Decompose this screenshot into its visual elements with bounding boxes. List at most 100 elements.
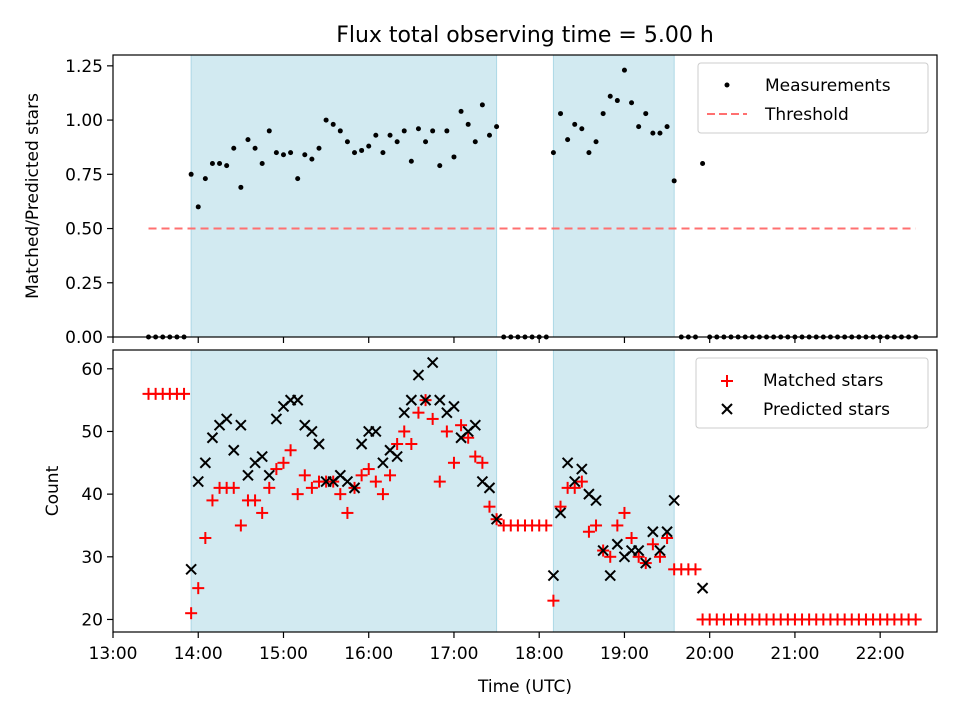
measurement-point: [486, 132, 492, 138]
predicted-stars-point: [668, 494, 680, 507]
x-tick-label: 14:00: [174, 644, 223, 664]
measurement-point: [479, 102, 485, 108]
matched-stars-point: [185, 607, 198, 620]
x-tick-label: 21:00: [770, 644, 819, 664]
measurement-point: [344, 139, 350, 145]
measurement-point: [359, 147, 365, 153]
measurement-point: [387, 132, 393, 138]
matched-stars-point: [277, 456, 290, 469]
matched-stars-point: [540, 519, 553, 532]
predicted-stars-point: [604, 569, 616, 582]
predicted-stars-point: [313, 438, 325, 450]
y-tick-label: 1.25: [65, 57, 103, 77]
predicted-stars-point: [355, 438, 368, 450]
measurement-point: [565, 137, 571, 143]
matched-stars-point: [575, 475, 588, 488]
matched-stars-point: [256, 506, 269, 519]
measurement-point: [316, 145, 322, 151]
measurement-point: [373, 132, 379, 138]
matched-stars-point: [625, 532, 638, 544]
measurement-point: [231, 145, 237, 151]
predicted-stars-point: [185, 563, 197, 576]
predicted-stars-point: [426, 356, 439, 369]
measurement-point: [259, 160, 265, 166]
predicted-stars-point: [370, 425, 382, 438]
observing-window-2: [552, 349, 675, 633]
x-tick-label: 22:00: [856, 644, 905, 664]
matched-stars-point: [305, 481, 318, 494]
measurement-point: [302, 152, 308, 158]
predicted-stars-point: [405, 394, 418, 406]
measurement-point: [245, 137, 251, 143]
matched-stars-point: [298, 469, 311, 482]
y-tick-label: 40: [81, 485, 103, 505]
y-tick-label: 0.25: [65, 274, 103, 294]
measurement-point: [309, 156, 315, 162]
matched-stars-point: [270, 463, 283, 476]
matched-stars-point: [661, 532, 674, 544]
predicted-stars-point: [419, 394, 432, 406]
legend-threshold-label: Threshold: [764, 105, 849, 125]
bottom-shading: [190, 349, 675, 633]
measurement-point: [415, 126, 421, 132]
matched-stars-point: [568, 481, 581, 494]
predicted-stars-point: [561, 457, 574, 469]
measurement-point: [209, 160, 215, 166]
bottom-y-axis: 20 30 40 50 60: [81, 360, 113, 630]
predicted-stars-point: [199, 457, 212, 469]
measurement-point: [295, 176, 301, 182]
measurement-point: [558, 111, 564, 117]
measurement-point: [188, 171, 194, 177]
matched-stars-point: [618, 506, 631, 519]
matched-stars-point: [909, 613, 922, 626]
matched-stars-point: [234, 519, 247, 532]
measurement-point: [607, 93, 613, 99]
predicted-stars-point: [291, 394, 304, 406]
predicted-stars-point: [348, 482, 361, 494]
bottom-legend: Matched stars Predicted stars: [695, 357, 929, 429]
matched-stars-point: [227, 481, 240, 494]
predicted-stars-point: [632, 544, 645, 557]
matched-stars-point: [447, 456, 460, 469]
measurement-point: [195, 204, 201, 210]
measurement-point: [252, 145, 258, 151]
measurement-point: [337, 128, 343, 134]
measurement-point: [352, 150, 358, 156]
predicted-stars-point: [228, 444, 240, 456]
measurement-point: [444, 128, 450, 134]
predicted-stars-point: [192, 475, 204, 488]
predicted-stars-point: [306, 425, 318, 438]
bottom-plot-frame: [112, 349, 938, 633]
measurement-point: [238, 184, 244, 190]
observing-window-1: [190, 54, 498, 338]
measurement-point: [423, 139, 429, 145]
predicted-stars-point: [412, 369, 425, 381]
predicted-stars-point: [576, 463, 588, 475]
matched-stars-point: [199, 532, 212, 544]
predicted-stars-point: [647, 526, 659, 538]
bottom-legend-box: [695, 357, 929, 429]
matched-stars-point: [426, 412, 439, 425]
measurement-point: [465, 121, 471, 127]
predicted-stars-point: [640, 557, 652, 569]
measurement-point: [217, 160, 223, 166]
predicted-stars-point: [469, 419, 481, 431]
matched-stars-point: [178, 387, 191, 400]
matched-stars-point: [284, 444, 297, 457]
matched-stars-point: [462, 431, 475, 444]
matched-stars-point: [249, 494, 262, 507]
predicted-stars-point: [569, 475, 581, 488]
legend-predicted-marker: [721, 403, 733, 415]
measurement-point: [430, 128, 436, 134]
y-tick-label: 0.00: [65, 328, 103, 348]
predicted-stars-point: [256, 450, 268, 463]
observing-window-2: [552, 54, 675, 338]
predicted-stars-point: [377, 457, 389, 469]
y-tick-label: 60: [81, 360, 103, 380]
chart-title: Flux total observing time = 5.00 h: [336, 23, 714, 48]
x-tick-label: 20:00: [685, 644, 734, 664]
predicted-stars-point: [220, 413, 233, 425]
matched-stars-point: [653, 550, 666, 563]
measurement-point: [572, 121, 578, 127]
